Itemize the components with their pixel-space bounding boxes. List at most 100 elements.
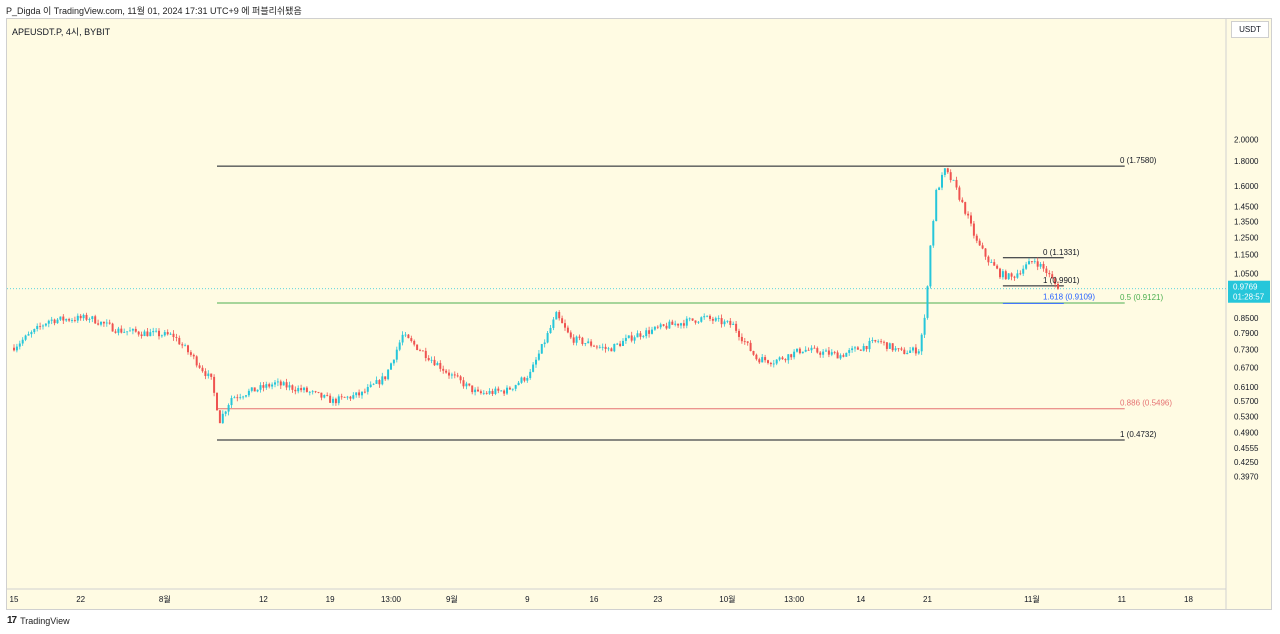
candle-body	[532, 364, 535, 372]
currency-selector[interactable]: USDT	[1231, 21, 1269, 38]
candle-body	[410, 338, 413, 341]
candle-body	[123, 331, 126, 333]
current-price-value: 0.9769	[1233, 283, 1258, 292]
candle-body	[346, 396, 349, 398]
candle-body	[450, 374, 453, 376]
candle-body	[85, 314, 88, 320]
candle-body	[152, 331, 155, 333]
candle-body	[303, 387, 305, 391]
candle-body	[671, 321, 674, 325]
x-tick-label: 9월	[446, 594, 458, 604]
candle-body	[392, 359, 395, 364]
candle-body	[787, 354, 790, 361]
y-tick-label: 2.0000	[1234, 135, 1259, 144]
candle-body	[688, 318, 691, 320]
candle-body	[642, 336, 645, 337]
candle-body	[616, 343, 619, 345]
candle-body	[819, 352, 822, 355]
fib-level-label: 1.618 (0.9109)	[1043, 292, 1095, 301]
candle-body	[981, 245, 984, 249]
candle-body	[401, 334, 404, 343]
candle-body	[105, 322, 108, 324]
candle-body	[291, 385, 294, 390]
candle-body	[1054, 278, 1057, 284]
candle-body	[94, 316, 97, 324]
candle-body	[305, 387, 308, 392]
candle-body	[497, 388, 500, 391]
candle-body	[366, 387, 369, 392]
current-price-badge	[1228, 280, 1270, 303]
candle-body	[764, 357, 767, 361]
candle-body	[732, 323, 735, 325]
candle-body	[195, 356, 198, 366]
candle-body	[334, 398, 337, 404]
candle-body	[488, 391, 491, 394]
candle-body	[694, 320, 697, 323]
candle-body	[825, 350, 827, 352]
candle-body	[894, 348, 897, 351]
candle-body	[662, 324, 665, 326]
candle-body	[274, 382, 276, 385]
candle-body	[27, 334, 30, 336]
candle-body	[685, 318, 688, 326]
candle-body	[720, 318, 723, 325]
candle-body	[949, 172, 952, 181]
candle-body	[172, 333, 175, 338]
candle-body	[126, 331, 129, 333]
candle-body	[1007, 273, 1010, 280]
candle-body	[856, 347, 859, 350]
candle-body	[134, 328, 137, 332]
candle-body	[929, 245, 932, 287]
candle-body	[117, 328, 120, 333]
x-tick-label: 15	[10, 595, 19, 604]
candle-body	[285, 382, 288, 388]
candle-body	[549, 327, 552, 334]
candle-body	[569, 332, 572, 338]
candle-body	[253, 387, 256, 392]
candle-body	[13, 347, 15, 351]
candle-body	[268, 384, 271, 387]
candle-body	[903, 349, 906, 355]
candle-body	[999, 268, 1001, 278]
candle-body	[970, 215, 972, 224]
chart-frame[interactable]	[6, 18, 1272, 610]
candle-body	[1001, 271, 1004, 278]
candle-body	[543, 342, 546, 345]
candle-body	[108, 322, 111, 324]
candle-body	[1004, 271, 1007, 280]
candle-body	[932, 221, 935, 246]
candle-body	[236, 397, 239, 399]
candle-body	[526, 378, 529, 381]
candle-body	[752, 351, 755, 355]
candle-body	[761, 357, 764, 363]
candle-body	[964, 202, 967, 214]
candle-body	[224, 411, 227, 414]
candle-body	[213, 376, 216, 393]
candle-body	[914, 347, 917, 354]
candle-body	[581, 337, 584, 345]
candle-body	[494, 388, 497, 394]
candle-body	[192, 354, 195, 357]
candle-body	[178, 337, 181, 345]
candle-body	[813, 347, 816, 349]
candle-body	[24, 335, 27, 340]
candle-body	[503, 390, 506, 394]
candle-body	[645, 330, 648, 337]
candle-body	[601, 346, 604, 348]
candle-body	[851, 348, 854, 351]
y-tick-label: 0.4555	[1234, 444, 1259, 453]
candle-body	[590, 341, 593, 346]
tradingview-footer[interactable]: 17 TradingView	[7, 615, 70, 626]
fib-level-label: 1 (0.9901)	[1043, 276, 1080, 285]
y-tick-label: 0.7300	[1234, 346, 1259, 355]
candle-body	[424, 350, 427, 359]
candle-body	[198, 365, 201, 368]
candle-body	[575, 336, 578, 343]
candle-body	[891, 343, 894, 351]
candle-body	[300, 388, 303, 391]
publish-caption: P_Digda 이 TradingView.com, 11월 01, 2024 …	[6, 6, 302, 16]
candle-body	[938, 187, 941, 190]
candle-body	[595, 346, 598, 348]
candle-body	[378, 380, 381, 385]
